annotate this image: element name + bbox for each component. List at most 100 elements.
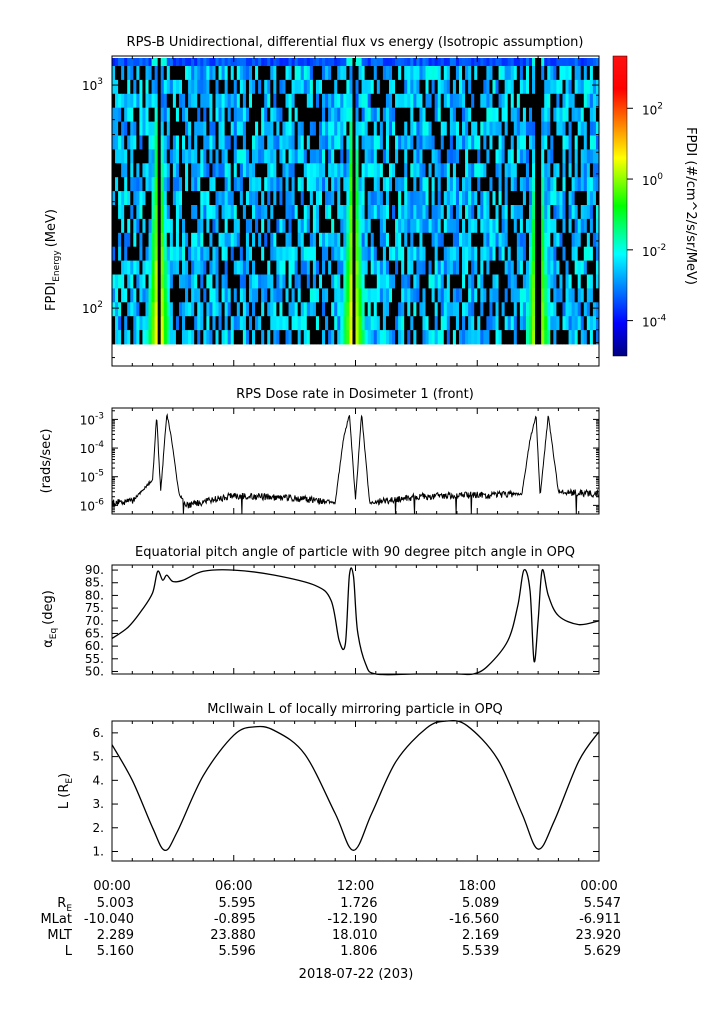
spectrogram-cell — [449, 316, 454, 331]
spectrogram-cell — [532, 93, 536, 109]
spectrogram-cell — [477, 232, 481, 248]
spectrogram-cell — [273, 93, 277, 109]
spectrogram-cell — [318, 93, 323, 109]
spectrogram-cell — [215, 205, 219, 220]
spectrogram-cell — [504, 191, 509, 206]
spectrogram-cell — [440, 66, 445, 81]
spectrogram-cell — [294, 58, 299, 66]
spectrogram-cell — [312, 135, 317, 150]
spectrogram-cell — [270, 205, 274, 220]
spectrogram-cell — [541, 135, 545, 150]
spectrogram-cell — [358, 232, 362, 248]
spectrogram-cell — [264, 232, 268, 248]
spectrogram-cell — [364, 58, 369, 66]
spectrogram-cell — [428, 121, 432, 136]
spectrogram-cell — [474, 246, 478, 261]
spectrogram-cell — [352, 274, 356, 289]
spectrogram-cell — [489, 58, 493, 66]
spectrogram-cell — [270, 93, 274, 109]
spectrogram-cell — [583, 205, 588, 220]
spectrogram-cell — [169, 191, 174, 206]
spectrogram-cell — [294, 246, 299, 261]
spectrogram-cell — [446, 260, 451, 275]
spectrogram-cell — [568, 232, 572, 248]
spectrogram-cell — [294, 205, 299, 220]
spectrogram-cell — [489, 260, 493, 275]
spectrogram-cell — [212, 149, 216, 164]
spectrogram-cell — [175, 316, 180, 331]
spectrogram-cell — [410, 191, 414, 206]
spectrogram-cell — [349, 205, 353, 220]
spectrogram-cell — [364, 107, 369, 122]
spectrogram-cell — [468, 66, 472, 81]
spectrogram-cell — [528, 218, 533, 234]
spectrogram-cell — [343, 316, 347, 331]
spectrogram-cell — [273, 107, 277, 122]
spectrogram-cell — [571, 66, 576, 81]
spectrogram-cell — [541, 107, 545, 122]
spectrogram-cell — [474, 121, 478, 136]
spectrogram-cell — [388, 121, 393, 136]
spectrogram-cell — [215, 316, 219, 331]
spectrogram-cell — [513, 274, 518, 289]
spectrogram-cell — [510, 316, 515, 331]
spectrogram-cell — [306, 107, 311, 122]
spectrogram-cell — [428, 274, 432, 289]
spectrogram-cell — [477, 66, 481, 81]
spectrogram-cell — [361, 66, 366, 81]
spectrogram-cell — [535, 205, 539, 220]
spectrogram-cell — [276, 121, 280, 136]
spectrogram-cell — [446, 274, 451, 289]
spectrogram-cell — [203, 274, 207, 289]
spectrogram-cell — [577, 58, 582, 66]
spectrogram-cell — [407, 274, 411, 289]
spectrogram-cell — [325, 260, 329, 275]
spectrogram-cell — [224, 330, 229, 345]
spectrogram-cell — [346, 177, 350, 192]
spectrogram-cell — [504, 302, 509, 317]
spectrogram-cell — [215, 218, 219, 234]
spectrogram-cell — [115, 121, 119, 136]
spectrogram-cell — [532, 274, 536, 289]
spectrogram-cell — [349, 135, 353, 150]
spectrogram-cell — [364, 93, 369, 109]
spectrogram-cell — [355, 205, 359, 220]
spectrogram-cell — [535, 121, 539, 136]
spectrogram-cell — [252, 107, 256, 122]
spectrogram-cell — [291, 232, 296, 248]
spectrogram-cell — [133, 246, 137, 261]
spectrogram-cell — [303, 121, 308, 136]
spectrogram-cell — [133, 58, 137, 66]
spectrogram-cell — [422, 274, 426, 289]
spectrogram-cell — [221, 191, 226, 206]
spectrogram-cell — [212, 66, 216, 81]
spectrogram-cell — [261, 302, 265, 317]
spectrogram-cell — [178, 79, 183, 95]
spectrogram-cell — [468, 163, 472, 178]
spectrogram-cell — [449, 232, 454, 248]
spectrogram-cell — [236, 66, 241, 81]
spectrogram-cell — [392, 149, 396, 164]
spectrogram-cell — [291, 163, 296, 178]
spectrogram-cell — [388, 191, 393, 206]
spectrogram-cell — [285, 66, 289, 81]
spectrogram-cell — [462, 93, 466, 109]
spectrogram-cell — [337, 66, 341, 81]
spectrogram-cell — [547, 191, 551, 206]
spectrogram-cell — [395, 177, 399, 192]
spectrogram-cell — [532, 302, 536, 317]
spectrogram-cell — [528, 121, 533, 136]
spectrogram-cell — [279, 79, 283, 95]
spectrogram-cell — [446, 218, 451, 234]
spectrogram-cell — [419, 107, 423, 122]
spectrogram-cell — [477, 79, 481, 95]
spectrogram-cell — [312, 149, 317, 164]
spectrogram-cell — [252, 232, 256, 248]
spectrogram-cell — [227, 66, 232, 81]
spectrogram-cell — [532, 107, 536, 122]
spectrogram-cell — [404, 58, 408, 66]
spectrogram-cell — [282, 107, 286, 122]
spectrogram-cell — [440, 163, 445, 178]
spectrogram-y-tick-label: 102 — [82, 300, 103, 316]
spectrogram-cell — [592, 246, 597, 261]
